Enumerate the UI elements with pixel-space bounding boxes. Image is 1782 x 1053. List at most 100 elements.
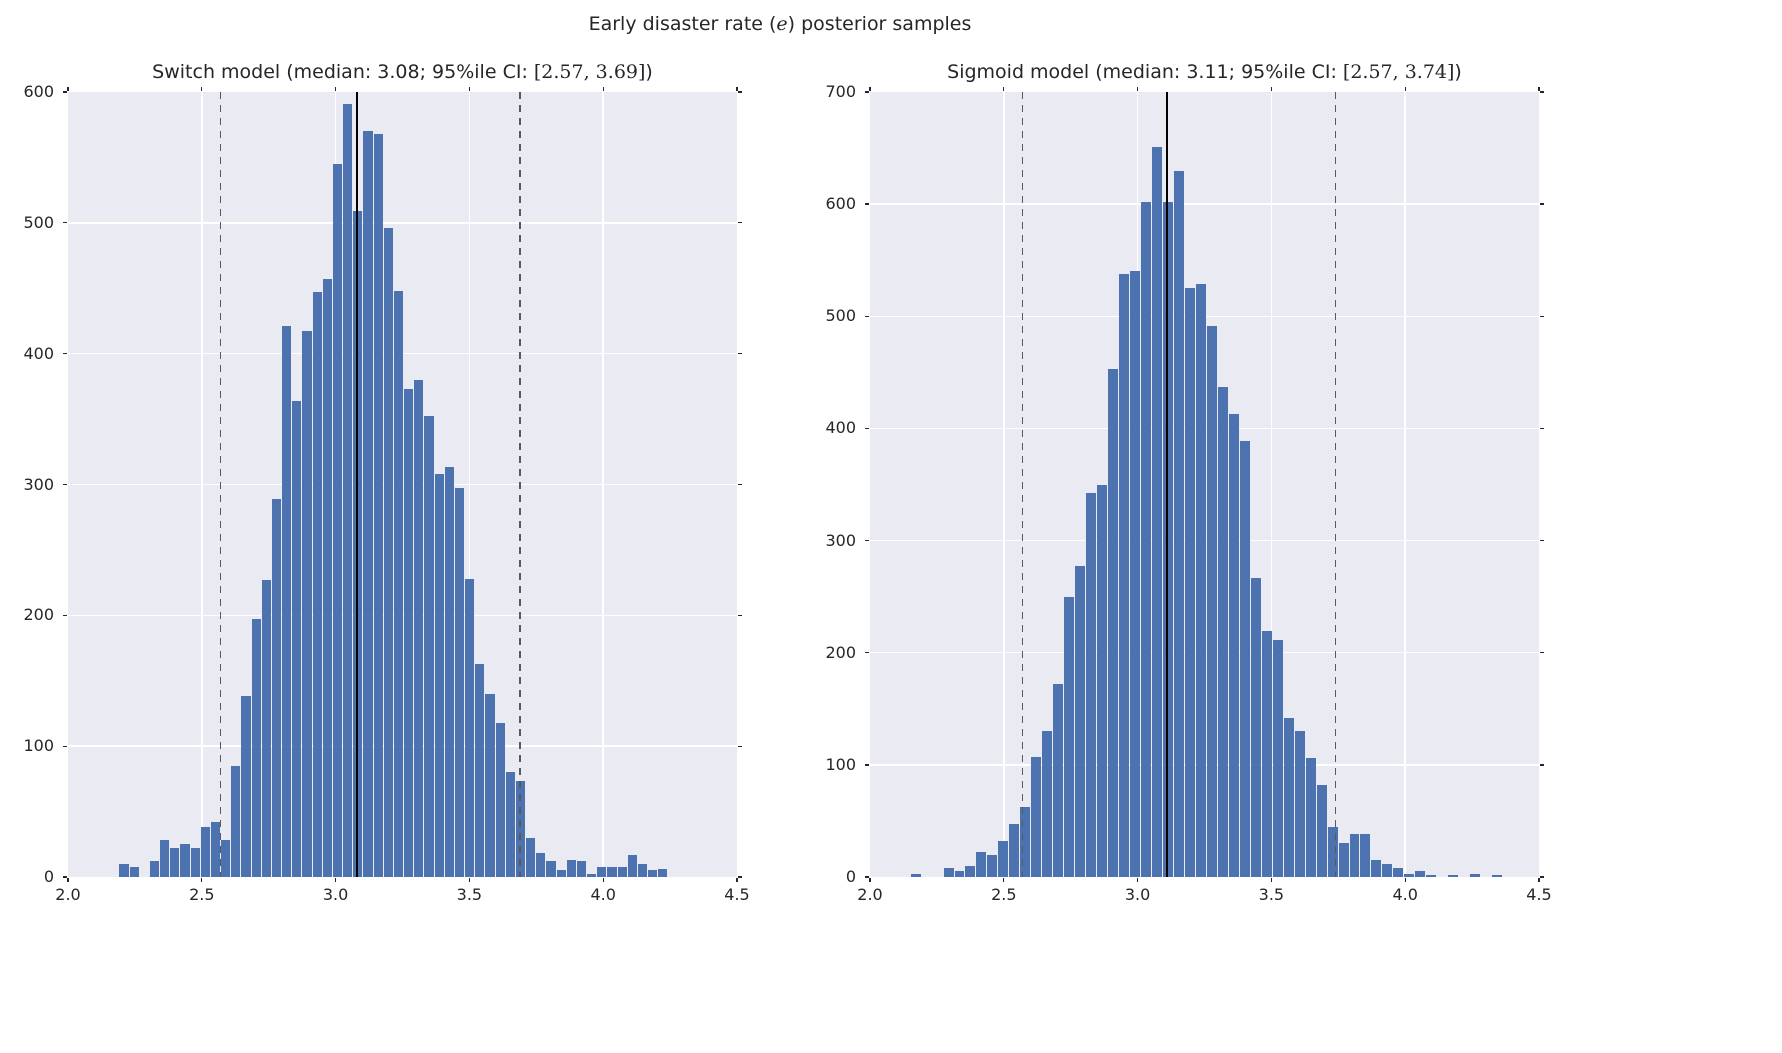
histogram-bar <box>1152 146 1162 877</box>
histogram-bar <box>648 870 658 877</box>
x-tick-top <box>1136 87 1139 91</box>
y-tick-right <box>1540 315 1544 317</box>
x-tick-top <box>201 87 203 91</box>
histogram-bar <box>1228 413 1239 877</box>
x-tick-label: 3.5 <box>456 885 483 904</box>
y-tick-right <box>1540 652 1544 654</box>
histogram-bar <box>607 866 617 877</box>
histogram-bar <box>1371 860 1382 877</box>
histogram-bar <box>251 619 261 877</box>
x-tick-bottom <box>736 878 738 882</box>
histogram-bar <box>200 827 210 877</box>
y-tick-label: 300 <box>825 530 856 550</box>
y-tick-right <box>1540 764 1544 766</box>
y-tick-right <box>738 353 742 355</box>
x-tick-label: 2.5 <box>991 885 1017 904</box>
histogram-bar <box>910 873 921 877</box>
y-tick-left <box>63 222 67 224</box>
y-tick-left <box>865 427 869 430</box>
y-tick-label: 200 <box>23 605 54 625</box>
histogram-bar <box>1239 440 1250 877</box>
x-tick-top <box>736 87 738 91</box>
histogram-bar <box>1349 834 1360 877</box>
y-tick-label: 100 <box>23 736 54 756</box>
ci-upper-line <box>519 92 522 877</box>
histogram-bar <box>1360 834 1371 877</box>
y-tick-label: 0 <box>845 867 856 886</box>
y-tick-label: 700 <box>825 82 856 101</box>
histogram-bar <box>282 326 292 877</box>
histogram-bar <box>190 848 200 877</box>
median-line <box>1166 92 1169 877</box>
x-tick-bottom <box>1404 878 1406 882</box>
y-tick-left <box>63 745 67 747</box>
x-tick-label: 3.0 <box>1124 885 1151 904</box>
y-tick-left <box>63 353 67 355</box>
histogram-bar <box>302 331 312 877</box>
histogram-bar <box>1294 731 1305 877</box>
y-tick-right <box>738 745 742 747</box>
y-tick-right <box>738 91 742 93</box>
gridline-horizontal <box>68 222 737 224</box>
histogram-bar <box>943 868 954 877</box>
histogram-bar <box>1031 757 1042 877</box>
histogram-bar <box>637 863 648 877</box>
x-tick-bottom <box>1003 878 1005 882</box>
histogram-bar <box>180 844 190 877</box>
histogram-bar <box>149 861 159 877</box>
x-tick-label: 4.0 <box>590 885 616 904</box>
gridline-horizontal <box>870 203 1539 205</box>
x-tick-bottom <box>602 878 604 882</box>
y-tick-label: 600 <box>23 82 54 101</box>
histogram-bar <box>1053 684 1064 877</box>
histogram-bar <box>465 578 475 877</box>
y-tick-label: 500 <box>23 212 54 232</box>
histogram-bar <box>495 722 505 877</box>
x-tick-bottom <box>1270 878 1273 882</box>
x-tick-label: 4.0 <box>1392 885 1418 904</box>
y-tick-right <box>738 876 742 878</box>
histogram-bar <box>1327 826 1338 877</box>
y-tick-label: 300 <box>23 474 54 494</box>
x-tick-top <box>468 87 471 91</box>
histogram-bar <box>1119 273 1130 877</box>
subplot-title-switch-text: Switch model (median: 3.08; 95%ile CI: <box>152 61 534 83</box>
x-tick-bottom <box>334 878 337 882</box>
histogram-bar <box>627 854 637 877</box>
y-tick-left <box>865 315 869 317</box>
subplot-title-switch-suffix: ) <box>645 61 653 83</box>
x-tick-top <box>1003 87 1005 91</box>
x-tick-label: 4.5 <box>724 885 750 904</box>
histogram-bar <box>1283 717 1294 877</box>
histogram-bar <box>343 103 353 877</box>
histogram-bar <box>1075 566 1086 877</box>
histogram-bar <box>170 848 180 877</box>
histogram-bar <box>976 852 987 877</box>
histogram-bar <box>1382 863 1393 877</box>
histogram-bar <box>1206 326 1217 877</box>
histogram-bar <box>1009 824 1020 877</box>
y-tick-left <box>865 876 869 878</box>
y-tick-left <box>865 91 869 93</box>
y-tick-label: 400 <box>23 343 54 363</box>
histogram-bar <box>1217 386 1228 877</box>
histogram-bar <box>1316 785 1327 877</box>
x-tick-label: 2.0 <box>857 885 883 904</box>
histogram-bar <box>1173 170 1184 877</box>
histogram-bar <box>965 865 976 877</box>
histogram-bar <box>373 133 383 877</box>
histogram-bar <box>617 866 627 877</box>
histogram-bar <box>1130 271 1141 877</box>
histogram-bar <box>526 837 536 877</box>
y-tick-right <box>738 222 742 224</box>
histogram-bar <box>1141 201 1151 877</box>
x-tick-bottom <box>1136 878 1139 882</box>
subplot-title-sigmoid-ci-math: [2.57, 3.74] <box>1342 61 1455 83</box>
y-tick-label: 100 <box>825 754 856 774</box>
histogram-bar <box>505 772 515 877</box>
histogram-bar <box>312 292 322 877</box>
y-tick-label: 200 <box>825 642 856 662</box>
y-tick-left <box>63 876 67 878</box>
subplot-title-switch-ci-math: [2.57, 3.69] <box>533 61 646 83</box>
